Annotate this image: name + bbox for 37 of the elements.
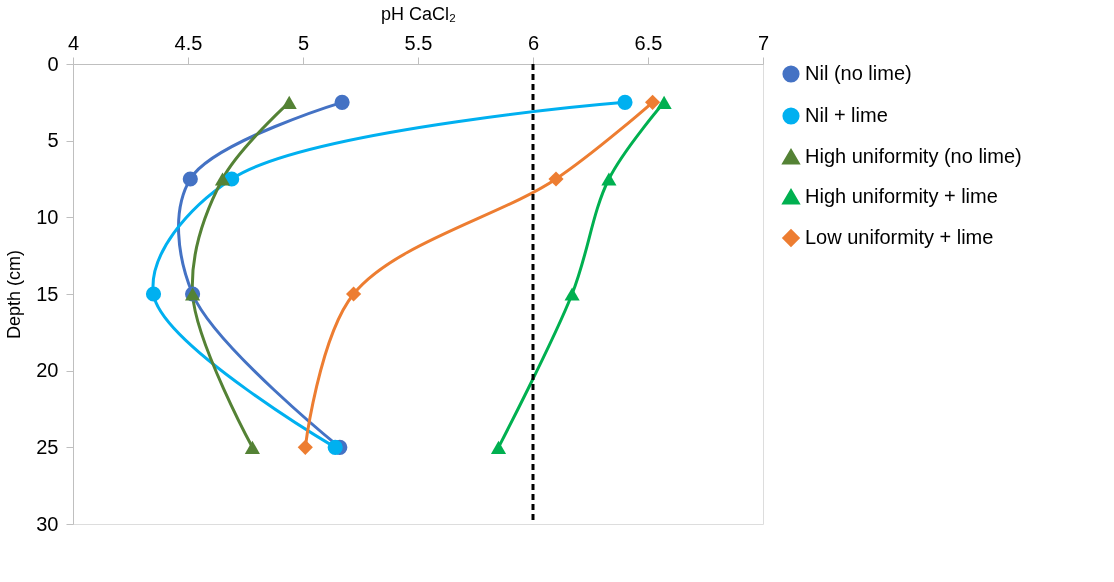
point — [601, 172, 617, 186]
point — [281, 95, 297, 109]
y-tick-label: 5 — [47, 129, 59, 152]
y-tick-label: 25 — [36, 435, 59, 458]
point — [617, 94, 633, 110]
point — [548, 171, 564, 187]
legend-label: High uniformity (no lime) — [805, 145, 1022, 167]
point — [490, 440, 507, 454]
point — [182, 171, 198, 187]
y-tick-label: 10 — [36, 205, 59, 228]
y-axis-title: Depth (cm) — [4, 249, 25, 340]
x-tick-label: 7 — [757, 31, 770, 54]
x-axis-title: pH CaCl₂ — [380, 3, 457, 24]
y-tick-label: 0 — [47, 52, 59, 75]
point — [145, 286, 162, 302]
y-tick-label: 30 — [36, 512, 59, 535]
legend-label: Low uniformity + lime — [805, 226, 994, 248]
x-tick-label: 4.5 — [174, 31, 203, 54]
point — [645, 94, 661, 110]
point — [214, 172, 231, 186]
point — [297, 439, 313, 455]
point — [334, 94, 350, 110]
point — [564, 287, 580, 301]
x-tick-label: 5.5 — [404, 31, 433, 54]
y-tick-label: 15 — [36, 282, 59, 305]
legend-label: High uniformity + lime — [805, 185, 998, 207]
x-tick-label: 5 — [297, 31, 310, 54]
point — [656, 95, 672, 109]
legend-label: Nil (no lime) — [805, 62, 912, 84]
y-tick-label: 20 — [36, 359, 59, 382]
x-tick-label: 4 — [67, 31, 80, 54]
point — [244, 440, 260, 454]
legend-label: Nil + lime — [805, 104, 888, 126]
point — [346, 286, 362, 302]
point — [327, 439, 343, 455]
x-tick-label: 6.5 — [634, 31, 663, 54]
x-tick-label: 6 — [527, 31, 540, 54]
